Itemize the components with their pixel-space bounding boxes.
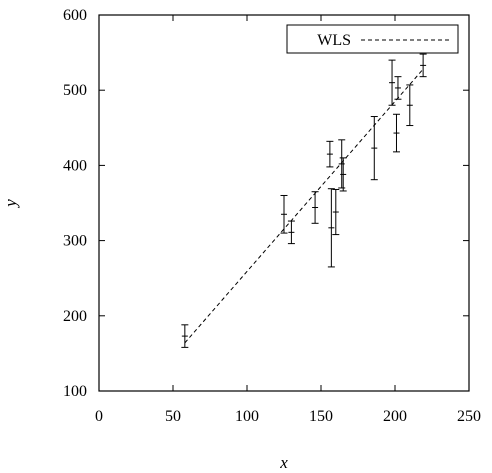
data-point: [327, 188, 335, 268]
x-axis-label: x: [279, 453, 288, 472]
x-tick-label: 250: [457, 408, 481, 425]
plot-frame: [98, 14, 470, 392]
axis-ticks: 0 50 100 150 200 250 100 200 300 400 500 600: [63, 7, 481, 425]
y-tick-label: 400: [63, 157, 87, 174]
x-tick-label: 100: [235, 408, 259, 425]
data-point: [388, 59, 396, 106]
data-point: [326, 140, 334, 168]
x-tick-label: 0: [95, 408, 103, 425]
legend-box: [286, 24, 459, 54]
data-point: [392, 113, 400, 153]
data-point: [394, 76, 402, 100]
y-tick-label: 300: [63, 233, 87, 250]
plot-marks: [181, 53, 427, 348]
data-point: [332, 188, 340, 236]
legend: WLS: [286, 24, 459, 54]
y-tick-label: 500: [63, 82, 87, 99]
data-point: [287, 220, 295, 245]
data-point: [280, 194, 288, 234]
y-tick-label: 200: [63, 308, 87, 325]
x-tick-label: 150: [309, 408, 333, 425]
data-point: [311, 191, 319, 224]
data-point: [339, 157, 347, 192]
y-tick-label: 600: [63, 7, 87, 24]
x-tick-label: 200: [383, 408, 407, 425]
data-point: [419, 53, 427, 78]
data-point: [406, 84, 414, 127]
data-point: [370, 116, 378, 181]
x-tick-label: 50: [165, 408, 181, 425]
wls-fit-line: [184, 68, 424, 344]
data-point: [338, 139, 346, 189]
y-axis-label: y: [1, 199, 20, 209]
y-tick-label: 100: [63, 383, 87, 400]
data-point: [181, 324, 189, 348]
legend-label-wls: WLS: [317, 32, 351, 49]
